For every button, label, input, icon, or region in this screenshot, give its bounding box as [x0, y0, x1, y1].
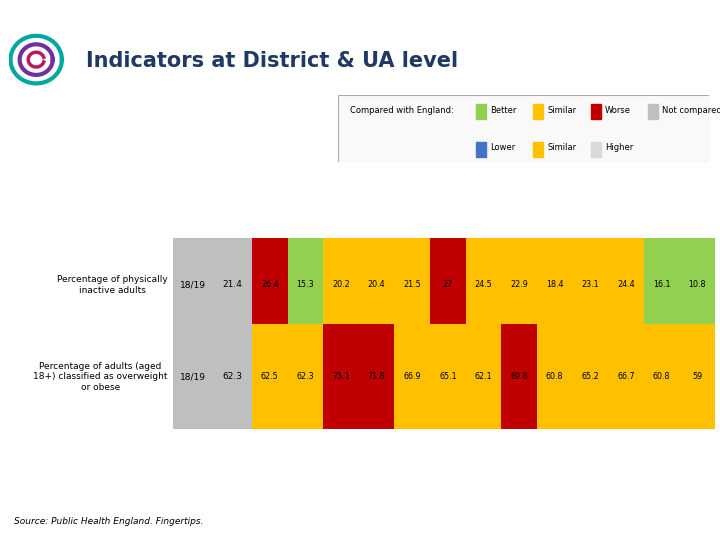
- Text: Canterbury: Canterbury: [301, 285, 310, 329]
- Text: 23.1: 23.1: [582, 280, 599, 289]
- Text: Sevenoaks: Sevenoaks: [550, 287, 559, 329]
- Text: Not compared: Not compared: [662, 106, 720, 115]
- Text: 62.3: 62.3: [222, 372, 242, 381]
- Text: 60.8: 60.8: [546, 372, 564, 381]
- Text: Worse: Worse: [605, 106, 631, 115]
- Text: Gravesham: Gravesham: [444, 285, 452, 329]
- Text: Compared with England:: Compared with England:: [349, 106, 454, 115]
- Text: 69.8: 69.8: [510, 372, 528, 381]
- Text: Percentage of adults (aged
18+) classified as overweight
or obese: Percentage of adults (aged 18+) classifi…: [33, 362, 168, 392]
- Text: 66.9: 66.9: [403, 372, 421, 381]
- Text: Folkestone & Hythe: Folkestone & Hythe: [408, 254, 417, 329]
- Text: Swale: Swale: [586, 306, 595, 329]
- Text: 21.5: 21.5: [403, 280, 421, 289]
- Text: 20.2: 20.2: [332, 280, 350, 289]
- Text: Tonbridge and Malling: Tonbridge and Malling: [657, 244, 666, 329]
- Text: 71.8: 71.8: [368, 372, 385, 381]
- Text: Period: Period: [188, 302, 197, 329]
- Text: Better: Better: [490, 106, 516, 115]
- Text: Dover: Dover: [372, 306, 381, 329]
- Bar: [533, 141, 544, 157]
- Text: 27: 27: [443, 280, 453, 289]
- Text: 16.1: 16.1: [653, 280, 670, 289]
- Text: 66.7: 66.7: [617, 372, 635, 381]
- Text: 60.8: 60.8: [653, 372, 670, 381]
- Text: Indicators at District & UA level: Indicators at District & UA level: [86, 51, 458, 71]
- Text: 75.1: 75.1: [332, 372, 350, 381]
- Text: 18/19: 18/19: [179, 280, 206, 289]
- Text: Medway: Medway: [515, 297, 523, 329]
- Text: Source: Public Health England. Fingertips.: Source: Public Health England. Fingertip…: [14, 517, 204, 525]
- Bar: [590, 104, 601, 119]
- Bar: [590, 141, 601, 157]
- Text: Dartford: Dartford: [336, 296, 346, 329]
- Bar: [476, 104, 486, 119]
- Text: 26.4: 26.4: [261, 280, 279, 289]
- Text: 22.9: 22.9: [510, 280, 528, 289]
- FancyBboxPatch shape: [338, 94, 709, 162]
- Text: 46: 46: [9, 9, 26, 22]
- Text: Lower: Lower: [490, 143, 515, 152]
- Text: Percentage of physically
inactive adults: Percentage of physically inactive adults: [57, 275, 168, 294]
- Bar: [648, 104, 658, 119]
- Text: Thanet: Thanet: [621, 302, 631, 329]
- Bar: [476, 141, 486, 157]
- Bar: [533, 104, 544, 119]
- Text: 15.3: 15.3: [297, 280, 314, 289]
- Text: 10.8: 10.8: [688, 280, 706, 289]
- Text: 24.5: 24.5: [474, 280, 492, 289]
- Text: 18/19: 18/19: [179, 372, 206, 381]
- Text: Maidstone: Maidstone: [479, 289, 488, 329]
- Text: 65.2: 65.2: [582, 372, 599, 381]
- Text: Similar: Similar: [547, 143, 576, 152]
- Text: 65.1: 65.1: [439, 372, 456, 381]
- Text: 18.4: 18.4: [546, 280, 564, 289]
- Text: Higher: Higher: [605, 143, 633, 152]
- Text: 62.3: 62.3: [297, 372, 314, 381]
- Text: 20.4: 20.4: [368, 280, 385, 289]
- Text: Similar: Similar: [547, 106, 576, 115]
- Text: 21.4: 21.4: [222, 280, 242, 289]
- Text: England: England: [228, 294, 237, 329]
- Text: Ashford: Ashford: [265, 299, 274, 329]
- Text: 59: 59: [692, 372, 702, 381]
- Text: 62.5: 62.5: [261, 372, 279, 381]
- Text: Tunbridge Wells: Tunbridge Wells: [693, 268, 702, 329]
- Text: 24.4: 24.4: [617, 280, 635, 289]
- Text: 62.1: 62.1: [474, 372, 492, 381]
